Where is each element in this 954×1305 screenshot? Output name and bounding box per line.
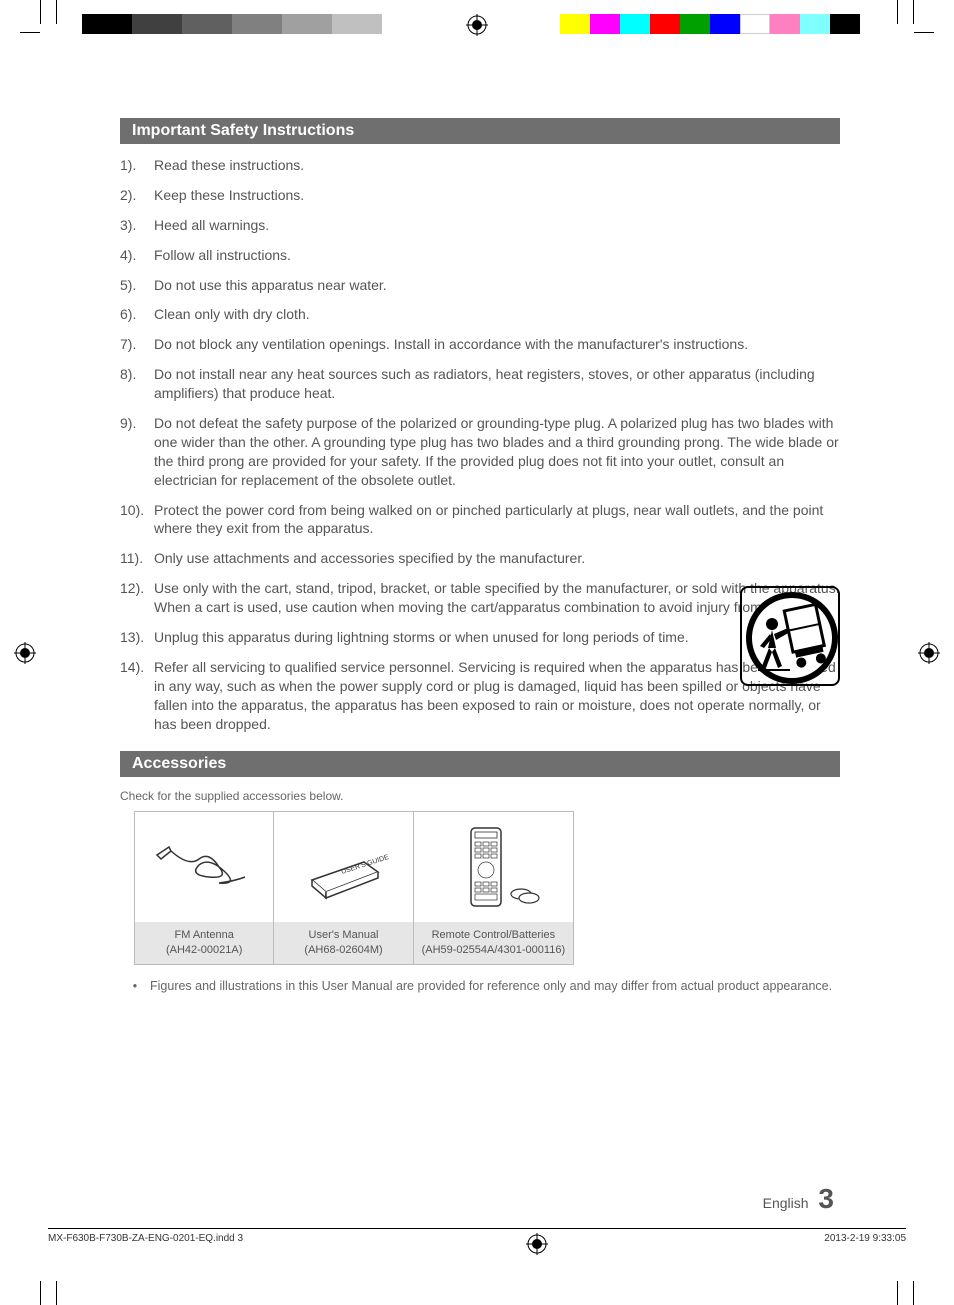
- instruction-item: 12).Use only with the cart, stand, tripo…: [120, 579, 840, 617]
- registration-mark-icon: [918, 642, 940, 664]
- accessories-subtitle: Check for the supplied accessories below…: [120, 789, 840, 803]
- accessories-heading: Accessories: [120, 751, 840, 777]
- instruction-item: 5).Do not use this apparatus near water.: [120, 276, 840, 295]
- fm-antenna-icon: [135, 812, 273, 922]
- instruction-item: 8).Do not install near any heat sources …: [120, 365, 840, 403]
- registration-mark-icon: [14, 642, 36, 664]
- registration-mark-icon: [466, 14, 488, 36]
- instruction-item: 14).Refer all servicing to qualified ser…: [120, 658, 840, 734]
- instruction-item: 7).Do not block any ventilation openings…: [120, 335, 840, 354]
- safety-heading: Important Safety Instructions: [120, 118, 840, 144]
- instruction-item: 1).Read these instructions.: [120, 156, 840, 175]
- accessory-label: FM Antenna (AH42-00021A): [135, 922, 273, 964]
- instruction-item: 11).Only use attachments and accessories…: [120, 549, 840, 568]
- instruction-item: 4).Follow all instructions.: [120, 246, 840, 265]
- accessory-label: User's Manual (AH68-02604M): [274, 922, 412, 964]
- print-footer: MX-F630B-F730B-ZA-ENG-0201-EQ.indd 3 201…: [48, 1228, 906, 1249]
- cart-tipover-warning-icon: [740, 586, 840, 686]
- accessories-note: • Figures and illustrations in this User…: [120, 979, 840, 993]
- remote-batteries-icon: [414, 812, 573, 922]
- instruction-item: 6).Clean only with dry cloth.: [120, 305, 840, 324]
- page-footer: English 3: [763, 1183, 834, 1215]
- gray-calibration-bar: [82, 14, 382, 34]
- instruction-item: 13).Unplug this apparatus during lightni…: [120, 628, 840, 647]
- page-content: Important Safety Instructions 1).Read th…: [120, 118, 840, 993]
- instruction-item: 9).Do not defeat the safety purpose of t…: [120, 414, 840, 490]
- instruction-item: 10).Protect the power cord from being wa…: [120, 501, 840, 539]
- timestamp: 2013-2-19 9:33:05: [824, 1233, 906, 1249]
- instruction-item: 3).Heed all warnings.: [120, 216, 840, 235]
- color-calibration-bar: [560, 14, 860, 34]
- file-path: MX-F630B-F730B-ZA-ENG-0201-EQ.indd 3: [48, 1233, 243, 1249]
- instruction-item: 2).Keep these Instructions.: [120, 186, 840, 205]
- accessory-label: Remote Control/Batteries (AH59-02554A/43…: [414, 922, 573, 964]
- users-manual-icon: USER'S GUIDE: [274, 812, 412, 922]
- accessories-table: FM Antenna (AH42-00021A) USER'S GUIDE Us…: [134, 811, 574, 965]
- registration-mark-icon: [526, 1233, 542, 1249]
- instructions-list: 1).Read these instructions. 2).Keep thes…: [120, 156, 840, 733]
